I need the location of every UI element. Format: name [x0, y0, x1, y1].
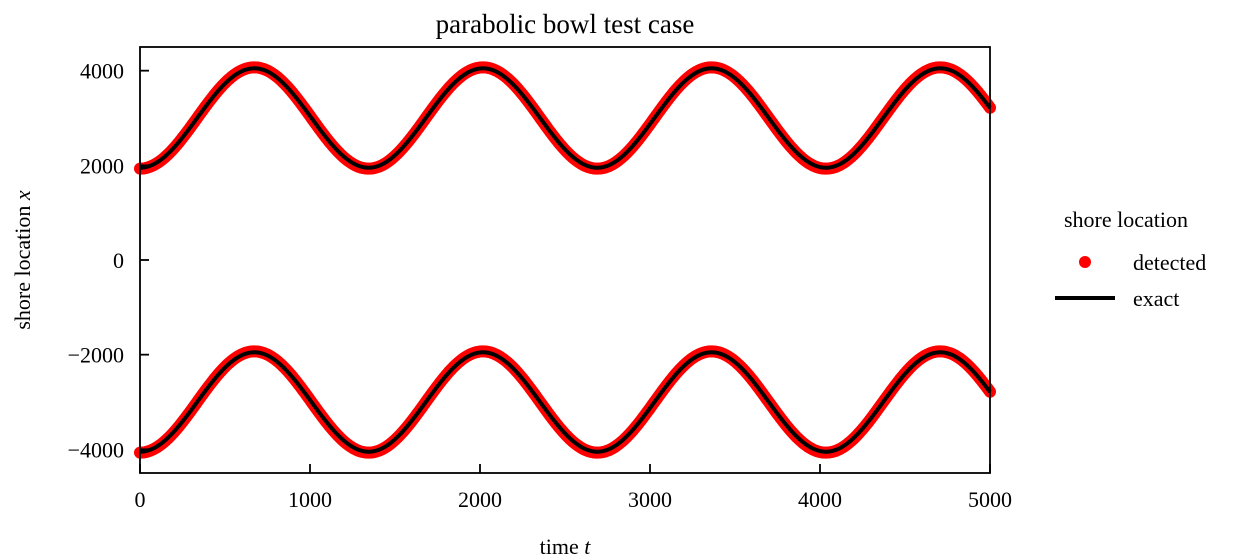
y-axis: −4000 −2000 0 2000 4000: [68, 59, 149, 462]
x-axis-label-text: time: [540, 534, 585, 559]
legend-detected-marker: [1079, 256, 1091, 268]
x-tick-label-1000: 1000: [288, 487, 332, 512]
legend: shore location detected exact: [1055, 207, 1206, 311]
x-tick-label-5000: 5000: [968, 487, 1012, 512]
exact-series-upper: [139, 66, 992, 170]
x-tick-label-0: 0: [135, 487, 146, 512]
y-tick-label--2000: −2000: [68, 343, 124, 368]
y-tick-label-4000: 4000: [80, 59, 124, 84]
detected-series-upper: [134, 61, 996, 175]
plot-frame: [139, 46, 991, 474]
chart-title: parabolic bowl test case: [436, 9, 695, 39]
x-axis-label-variable: t: [584, 534, 591, 559]
y-tick-label--4000: −4000: [68, 437, 124, 462]
y-axis-label-text: shore location: [10, 200, 35, 330]
y-tick-label-2000: 2000: [80, 153, 124, 178]
x-axis: 0 1000 2000 3000 4000 5000: [135, 464, 1012, 512]
series-layer: [134, 61, 996, 459]
x-tick-label-2000: 2000: [458, 487, 502, 512]
x-tick-label-4000: 4000: [798, 487, 842, 512]
y-axis-label: shore location x: [10, 190, 35, 330]
legend-title: shore location: [1064, 207, 1188, 232]
x-axis-label: time t: [540, 534, 592, 559]
legend-exact-label: exact: [1133, 286, 1179, 311]
exact-series-lower: [139, 350, 992, 454]
legend-detected-label: detected: [1133, 250, 1206, 275]
y-axis-label-variable: x: [10, 190, 35, 201]
x-tick-label-3000: 3000: [628, 487, 672, 512]
y-tick-label-0: 0: [113, 248, 124, 273]
detected-series-lower: [134, 345, 996, 459]
